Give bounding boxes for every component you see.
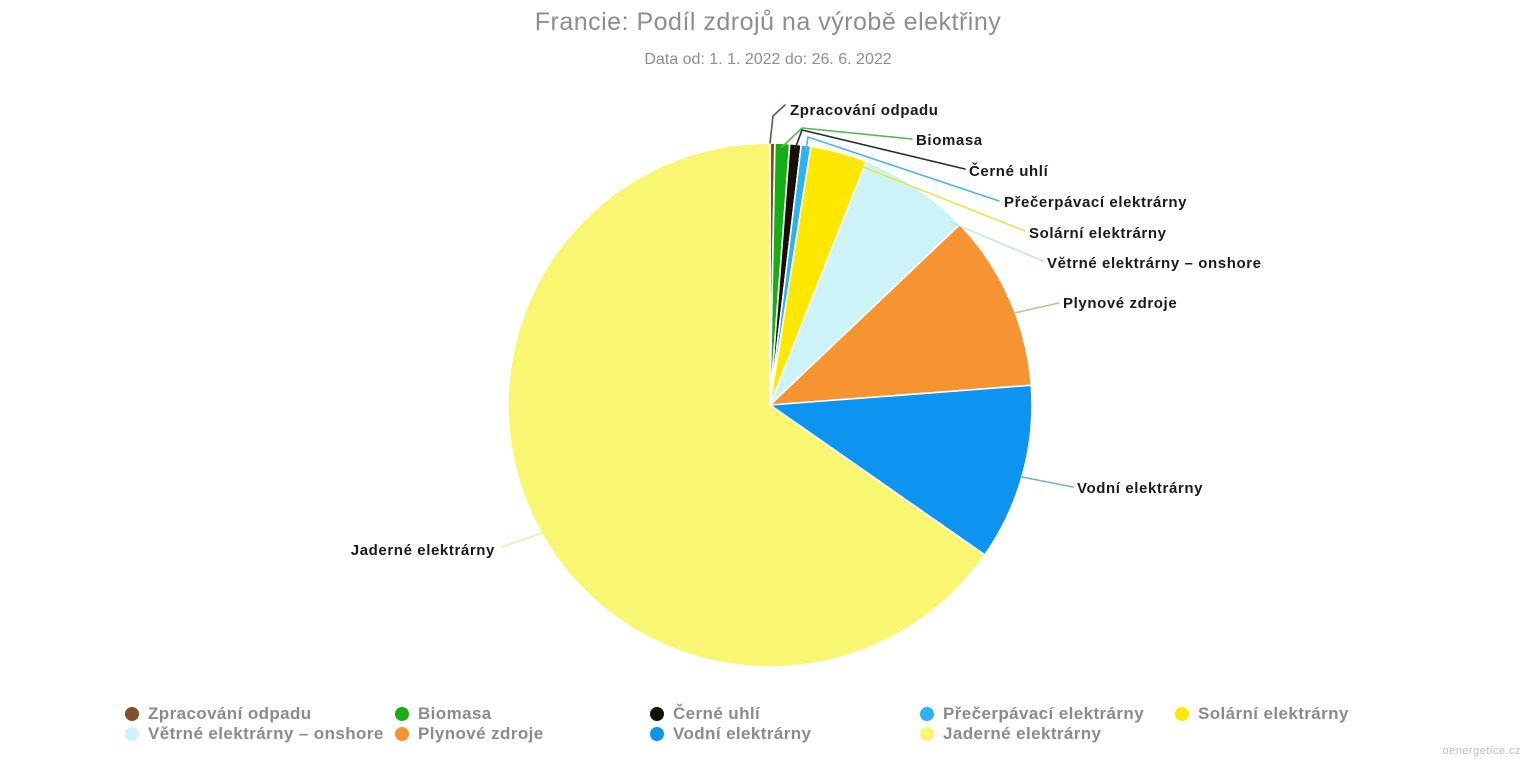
pie-label-jaderne-elektrarny: Jaderné elektrárny (351, 542, 495, 559)
legend-marker-icon (395, 727, 409, 741)
legend-item-vetrne-elektrarny-onshore[interactable]: Větrné elektrárny – onshore (125, 724, 384, 744)
legend-marker-icon (920, 727, 934, 741)
legend-item-jaderne-elektrarny[interactable]: Jaderné elektrárny (920, 724, 1101, 744)
pie-label-vetrne-elektrarny-onshore: Větrné elektrárny – onshore (1047, 255, 1262, 272)
legend-item-zpracovani-odpadu[interactable]: Zpracování odpadu (125, 704, 312, 724)
legend-item-precerpavaci-elektrarny[interactable]: Přečerpávací elektrárny (920, 704, 1144, 724)
pie-slice-plynove-zdroje[interactable] (767, 223, 1033, 406)
pie-label-line-vodni-elektrarny (1021, 476, 1074, 488)
legend-marker-icon (650, 707, 664, 721)
pie-label-line-biomasa (781, 127, 913, 148)
pie-label-line-jaderne-elektrarny (501, 531, 546, 548)
pie-label-cerne-uhli: Černé uhlí (969, 162, 1049, 180)
legend-item-biomasa[interactable]: Biomasa (395, 704, 492, 724)
legend-item-label: Vodní elektrárny (673, 724, 812, 743)
legend-item-label: Plynové zdroje (418, 724, 544, 743)
pie-labels-group: Zpracování odpadu Biomasa Černé uhlí Přečer… (351, 102, 1262, 559)
legend-item-plynove-zdroje[interactable]: Plynové zdroje (395, 724, 544, 744)
legend-marker-icon (125, 707, 139, 721)
pie-label-zpracovani-odpadu: Zpracování odpadu (790, 102, 939, 119)
pie-label-line-cerne-uhli (794, 129, 966, 170)
pie-label-line-precerpavaci-elektrarny (805, 136, 1000, 202)
legend-item-label: Větrné elektrárny – onshore (148, 724, 384, 743)
pie-label-vodni-elektrarny: Vodní elektrárny (1077, 480, 1203, 497)
legend-marker-icon (650, 727, 664, 741)
pie-label-line-vetrne-elektrarny-onshore (949, 221, 1044, 262)
pie-label-biomasa: Biomasa (916, 132, 983, 149)
legend-item-label: Jaderné elektrárny (943, 724, 1102, 743)
legend-item-label: Přečerpávací elektrárny (943, 704, 1145, 723)
pie-label-line-zpracovani-odpadu (769, 104, 786, 144)
pie-label-line-plynove-zdroje (1013, 302, 1060, 314)
pie-label-precerpavaci-elektrarny: Přečerpávací elektrárny (1004, 194, 1187, 211)
legend-marker-icon (125, 727, 139, 741)
legend-marker-icon (395, 707, 409, 721)
chart-title: Francie: Podíl zdrojů na výrobě elektřin… (534, 8, 1002, 36)
legend-item-label: Solární elektrárny (1198, 704, 1349, 723)
pie-slices-group (507, 142, 1033, 668)
pie-label-line-solarni-elektrarny (837, 156, 1026, 232)
legend-item-cerne-uhli[interactable]: Černé uhlí (650, 704, 760, 724)
pie-slice-jaderne-elektrarny[interactable] (507, 142, 986, 668)
legend-item-solarni-elektrarny[interactable]: Solární elektrárny (1175, 704, 1349, 724)
pie-leader-lines-group (501, 104, 1074, 548)
pie-label-plynove-zdroje: Plynové zdroje (1063, 295, 1177, 312)
watermark-credit: oenergetice.cz (1442, 745, 1521, 757)
pie-label-solarni-elektrarny: Solární elektrárny (1029, 225, 1167, 242)
legend-item-label: Černé uhlí (673, 704, 761, 723)
chart-subtitle: Data od: 1. 1. 2022 do: 26. 6. 2022 (644, 51, 892, 68)
legend-item-label: Zpracování odpadu (148, 704, 312, 723)
legend-marker-icon (920, 707, 934, 721)
pie-slice-vodni-elektrarny[interactable] (767, 384, 1033, 557)
legend-item-vodni-elektrarny[interactable]: Vodní elektrárny (650, 724, 811, 744)
legend-marker-icon (1175, 707, 1189, 721)
legend-item-label: Biomasa (418, 704, 492, 723)
